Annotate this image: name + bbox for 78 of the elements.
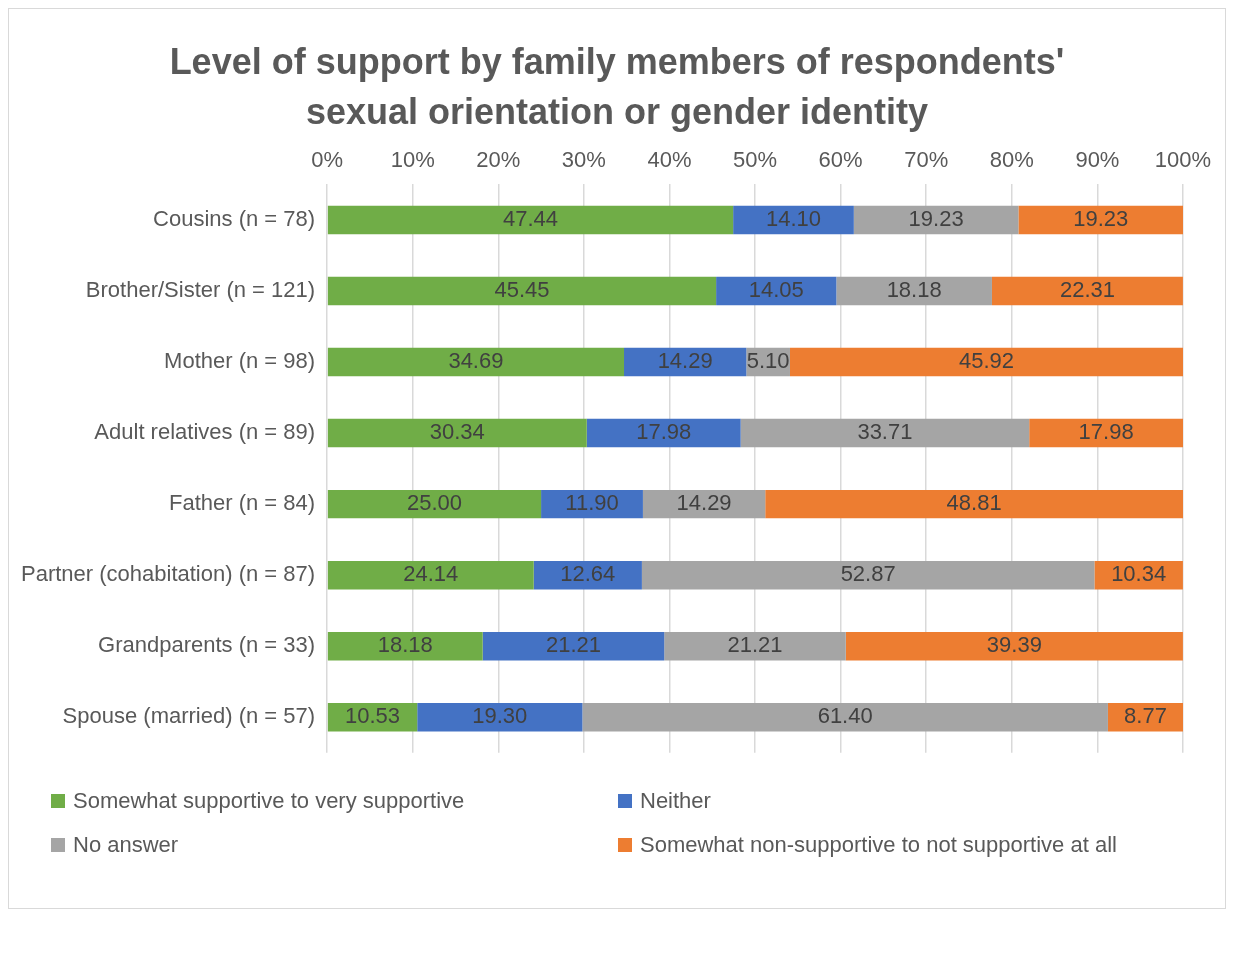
bar (327, 489, 542, 519)
data-label: 17.98 (1078, 418, 1134, 444)
y-tick-label: Adult relatives (n = 89) (94, 418, 316, 444)
data-label: 11.90 (565, 489, 619, 515)
bar (327, 631, 483, 661)
legend-label: Somewhat supportive to very supportive (73, 787, 465, 814)
data-label: 45.92 (958, 347, 1015, 373)
bar (586, 418, 741, 448)
legend-label: Neither (640, 787, 711, 814)
data-label: 45.45 (494, 276, 550, 302)
y-tick-label: Grandparents (n = 33) (98, 632, 316, 658)
y-tick-label: Brother/Sister (n = 121) (85, 276, 316, 302)
x-tick-label: 50% (733, 147, 778, 173)
bar (327, 276, 717, 305)
x-tick-label: 90% (1075, 147, 1120, 173)
data-label: 10.53 (345, 703, 401, 729)
bar (845, 631, 1183, 661)
data-label: 19.23 (908, 205, 964, 231)
data-label: 5.10 (746, 347, 790, 373)
bar (327, 347, 625, 377)
bar (740, 418, 1030, 448)
y-tick-label: Mother (n = 98) (164, 347, 316, 373)
data-label: 33.71 (857, 418, 913, 444)
x-tick-label: 100% (1154, 147, 1212, 173)
bar (765, 489, 1183, 519)
data-label: 22.31 (1059, 276, 1115, 302)
bar (991, 276, 1183, 305)
bar (836, 276, 992, 305)
data-label: 18.18 (886, 276, 942, 302)
data-label: 61.40 (817, 703, 873, 729)
y-tick-label: Cousins (n = 78) (153, 205, 316, 231)
data-label: 24.14 (403, 561, 459, 587)
x-tick-label: 40% (647, 147, 692, 173)
y-tick-label: Father (n = 84) (168, 489, 316, 515)
y-tick-label: Partner (cohabitation) (n = 87) (20, 561, 316, 587)
data-label: 14.10 (765, 205, 822, 231)
bar (582, 702, 1108, 732)
bar (789, 347, 1183, 377)
data-label: 34.69 (448, 347, 504, 373)
data-label: 18.18 (377, 632, 433, 658)
bar (1018, 205, 1183, 234)
data-label: 14.29 (676, 489, 732, 515)
bar (482, 631, 665, 661)
data-label: 19.30 (472, 703, 528, 729)
bar (664, 631, 846, 661)
data-label: 14.05 (748, 276, 804, 302)
data-label: 14.29 (657, 347, 713, 373)
data-label: 39.39 (986, 632, 1042, 658)
data-label: 47.44 (502, 205, 559, 231)
bar (1029, 418, 1183, 448)
data-label: 8.77 (1124, 703, 1167, 729)
data-label: 12.64 (560, 561, 616, 587)
legend-label: No answer (73, 831, 179, 858)
data-label: 30.34 (429, 418, 485, 444)
data-label: 52.87 (840, 561, 896, 587)
bar (327, 418, 587, 448)
x-tick-label: 80% (989, 147, 1034, 173)
x-tick-label: 30% (561, 147, 606, 173)
data-label: 19.23 (1073, 205, 1129, 231)
data-label: 48.81 (946, 489, 1002, 515)
x-tick-label: 10% (390, 147, 435, 173)
data-label: 25.00 (406, 489, 462, 515)
legend-label: Somewhat non-supportive to not supportive at all (640, 831, 1117, 858)
bar (327, 205, 734, 234)
chart-title: Level of support by family members of respondents' sexual orientation or gender identity (168, 40, 1066, 135)
data-label: 10.34 (1111, 561, 1167, 587)
data-label: 21.21 (727, 632, 783, 658)
data-label: 17.98 (636, 418, 692, 444)
x-tick-label: 70% (904, 147, 949, 173)
bar (417, 702, 583, 732)
data-label: 21.21 (545, 632, 601, 658)
bar (327, 560, 534, 590)
x-tick-label: 60% (818, 147, 863, 173)
bar (641, 560, 1095, 590)
x-tick-label: 0% (311, 147, 343, 173)
y-tick-label: Spouse (married) (n = 57) (62, 703, 316, 729)
bar (853, 205, 1019, 234)
x-tick-label: 20% (476, 147, 521, 173)
